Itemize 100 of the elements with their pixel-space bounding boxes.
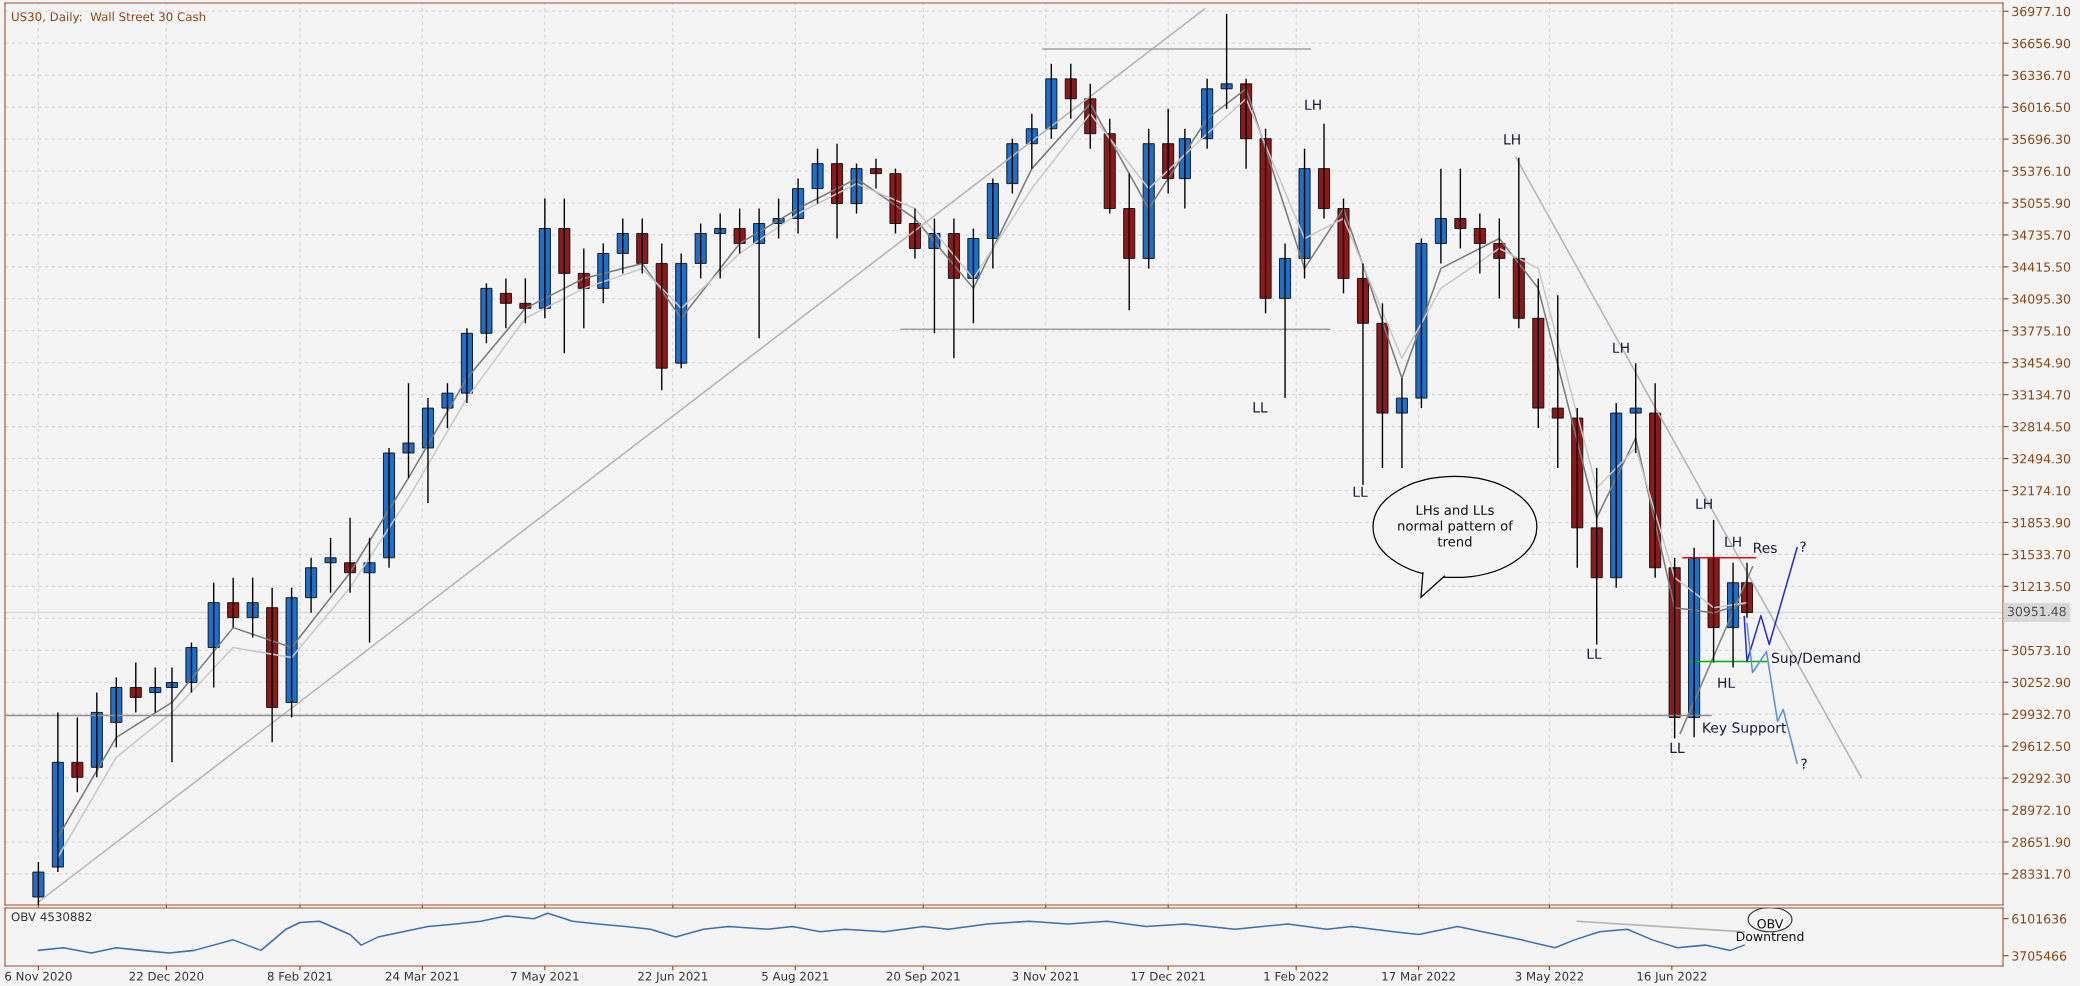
candlestick [324,537,337,594]
candlestick [1707,519,1720,664]
chart-title: OBV 4530882 [11,912,92,922]
candlestick [129,661,142,714]
x-tick-label: 8 Feb 2021 [267,971,332,981]
x-tick-label: 7 May 2021 [511,971,579,983]
candlestick [850,162,863,215]
candlestick [597,242,610,305]
y-tick-label: 31533.70 [2012,549,2071,560]
candlestick [1376,302,1389,469]
annotation: LL [1253,402,1268,413]
candlestick [480,282,493,344]
y-tick-label: 35376.10 [2012,166,2071,176]
y-tick-label: 29292.30 [2012,773,2071,783]
x-tick-label: 3 Nov 2021 [1012,971,1079,981]
candlestick [149,666,162,714]
candlestick [811,147,824,205]
y-tick-label: 36977.10 [2012,6,2071,17]
candlestick [1123,172,1136,312]
y-tick-label: 3705466 [2012,951,2067,961]
y-tick-label: 6101636 [2012,914,2067,924]
candlestick [967,227,980,324]
annotation: LH [1305,99,1321,110]
y-tick-label: 32494.30 [2012,454,2071,464]
candlestick [1006,138,1019,195]
y-tick-label: 33775.10 [2012,326,2071,336]
annotation: LH [1613,342,1629,353]
y-tick-label: 32814.50 [2012,422,2071,432]
y-tick-label: 30573.10 [2012,645,2071,656]
candlestick [71,716,84,793]
y-tick-label: 36016.50 [2012,102,2071,113]
candlestick [1220,13,1233,110]
annotation: Sup/Demand [1771,652,1860,666]
y-tick-label: 35055.90 [2012,198,2071,208]
candlestick [616,217,629,275]
x-tick-label: 17 Mar 2022 [1382,971,1455,981]
annotation: LH [1504,134,1520,145]
x-tick-label: 24 Mar 2021 [385,971,459,981]
y-tick-label: 36656.90 [2012,38,2071,49]
candlestick [1259,128,1272,315]
x-tick-label: 3 May 2022 [1515,971,1583,983]
text: US30, Daily: Wall Street 30 Cash [12,12,206,24]
x-tick-label: 17 Dec 2021 [1131,971,1205,981]
candlestick [1298,147,1311,280]
x-tick-label: 22 Jun 2021 [638,971,708,983]
annotation: Res [1754,542,1777,554]
candlestick [1045,63,1058,140]
y-tick-label: 33454.90 [2012,358,2071,368]
y-tick-label: 31853.90 [2012,517,2071,528]
y-tick-label: 33134.70 [2012,390,2071,400]
candlestick [110,676,123,749]
annotation: LH [1696,498,1712,509]
annotation: LL [1670,742,1685,753]
x-tick-label: 22 Dec 2020 [129,971,204,981]
y-tick-label: 28972.10 [2012,805,2071,815]
candlestick [185,641,198,694]
x-tick-label: 5 Aug 2021 [762,971,829,983]
candlestick [558,197,571,354]
annotation: LHs and LLs normal pattern of trend [1398,504,1514,547]
candlestick [1629,362,1642,454]
annotation: LH [1725,536,1741,547]
candlestick [1590,467,1603,646]
x-tick-label: 6 Nov 2020 [5,971,72,981]
candlestick [1454,167,1467,250]
candlestick [1142,128,1155,270]
candlestick [246,577,259,639]
y-tick-label: 32174.10 [2012,485,2071,496]
candlestick [1668,557,1681,740]
candlestick [363,537,376,644]
candlestick [733,207,746,255]
candlestick [636,217,649,275]
y-tick-label: 34735.70 [2012,230,2071,240]
annotation: LL [1353,486,1368,497]
candlestick [889,167,902,235]
candlestick [207,582,220,689]
annotation: LL [1587,648,1602,659]
y-tick-label: 28331.70 [2012,869,2071,879]
candlestick [1415,237,1428,409]
candlestick [441,382,454,429]
annotation: ? [1801,758,1807,769]
y-tick-label: 29612.50 [2012,741,2071,752]
candlestick [1551,294,1564,469]
candlestick [402,382,415,479]
y-tick-label: 30252.90 [2012,677,2071,688]
x-tick-label: 16 Jun 2022 [1637,971,1707,983]
ref-line-label: 30951.48 [2007,606,2066,617]
candlestick [1064,63,1077,120]
x-tick-label: 20 Sep 2021 [886,971,960,983]
candlestick [1395,377,1408,469]
annotation: HL [1718,677,1736,688]
candlestick [1532,277,1545,429]
candlestick [694,222,707,280]
y-tick-label: 36336.70 [2012,70,2071,81]
annotation: Key Support [1703,722,1787,736]
y-tick-label: 34095.30 [2012,294,2071,304]
y-tick-label: 31213.50 [2012,581,2071,592]
annotation: OBV Downtrend [1736,919,1804,942]
y-tick-label: 34415.50 [2012,262,2071,272]
y-tick-label: 29932.70 [2012,709,2071,720]
candlestick [1337,197,1350,295]
